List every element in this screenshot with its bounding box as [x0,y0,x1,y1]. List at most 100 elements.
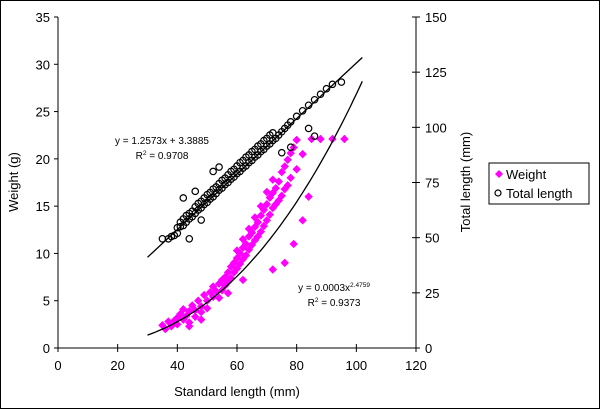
weight-point [208,282,218,291]
total-length-point [185,234,194,243]
weight-point [298,216,307,225]
total-length-point [328,80,337,89]
weight-point [238,275,248,285]
weight-point [214,293,224,303]
total-length-point [310,132,319,140]
y-axis-left-title: Weight (g) [6,152,21,212]
x-tick-label: 120 [405,358,427,373]
power-equation-label: y = 0.0003x2.4759 [298,282,370,294]
power-r2-value: = 0.9373 [318,298,360,309]
y-tick-label: 0 [43,341,50,356]
power-r2-sup: 2 [315,297,319,304]
weight-point [197,307,206,317]
weight-point [229,268,239,277]
weight-point [241,239,251,249]
weight-point [223,268,233,277]
linear-equation-label: y = 1.2573x + 3.3885 [115,136,209,147]
total-length-point [191,187,200,196]
weight-point [250,235,260,245]
weight-point [286,173,295,182]
weight-point [164,317,173,326]
weight-point [259,205,269,215]
y2-tick-label: 100 [425,120,447,135]
y2-tick-label: 150 [425,10,447,25]
y-tick-label: 20 [36,152,50,167]
weight-point [316,134,325,144]
power-r2-r: R [308,298,315,309]
weight-point [292,165,301,174]
total-length-point [304,124,313,133]
weight-point [292,135,301,145]
weight-point [191,312,200,321]
weight-point [259,221,269,231]
y2-tick-label: 125 [425,65,447,80]
linear-r2-sup: 2 [143,150,147,157]
weight-point [304,192,313,201]
y-right-ticks-group: 0 25 50 75 100 125 150 [412,10,447,356]
weight-point [277,167,286,177]
power-equation-exponent: 2.4759 [350,282,370,289]
weight-point [241,251,251,260]
weight-point [283,181,292,190]
x-axis-title: Standard length (mm) [174,384,300,399]
weight-point [238,235,248,244]
weight-point [283,155,292,165]
total-length-point [179,194,188,202]
y2-tick-label: 25 [425,286,439,301]
total-length-point [215,163,223,171]
y-tick-label: 10 [36,246,50,261]
weight-point [307,134,316,144]
x-tick-label: 100 [345,358,367,373]
x-tick-label: 20 [110,358,124,373]
x-tick-label: 40 [170,358,184,373]
legend-diamond-icon [495,170,503,178]
weight-point [256,211,266,220]
weight-point [247,228,257,237]
y-axis-right-title: Total length (mm) [458,132,473,232]
weight-point [232,246,242,255]
legend-label-weight: Weight [506,167,547,182]
weight-point [277,191,286,200]
power-equation-base: y = 0.0003x [298,283,350,294]
x-ticks-group: 0 20 40 60 80 100 120 [54,344,427,373]
weight-point [194,296,203,305]
total-length-points-group [158,78,346,243]
x-tick-label: 80 [289,358,303,373]
weight-points-group [158,134,349,334]
y-tick-label: 35 [36,10,50,25]
weight-point [256,227,266,236]
total-length-point [337,78,346,86]
weight-point [280,162,289,171]
total-length-point [286,143,295,151]
weight-point [202,296,212,305]
weight-point [232,253,242,263]
legend-box [488,162,590,205]
weight-point [271,183,280,193]
legend-item-weight: Weight [495,167,547,182]
y-tick-label: 30 [36,57,50,72]
weight-point [286,148,295,158]
weight-point [223,288,233,298]
linear-r2-r: R [136,151,143,162]
y2-tick-label: 0 [425,341,432,356]
weight-point [274,177,283,186]
weight-point [262,216,272,225]
weight-point [202,304,212,313]
weight-point [197,315,206,324]
weight-point [280,258,289,268]
legend: Weight Total length [488,162,590,205]
weight-point [211,287,221,296]
weight-point [262,187,272,197]
weight-point [199,290,209,300]
legend-label-total-length: Total length [506,186,573,201]
weight-point [265,210,275,219]
power-r2-label: R2 = 0.9373 [308,297,361,309]
linear-trendline [147,57,363,258]
legend-item-total-length: Total length [494,186,573,201]
total-length-point [277,148,286,157]
total-length-point [197,216,206,224]
weight-point [298,149,307,159]
y-tick-label: 25 [36,105,50,120]
weight-point [185,322,194,331]
